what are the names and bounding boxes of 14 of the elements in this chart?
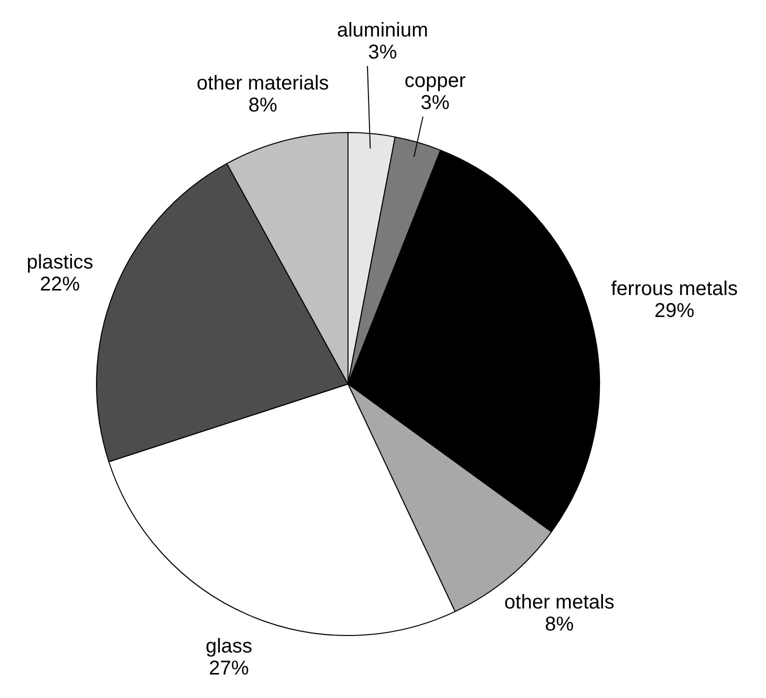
slice-label: other metals bbox=[504, 592, 614, 614]
data-label: 29% bbox=[654, 300, 695, 322]
data-label: 3% bbox=[368, 42, 398, 64]
data-label: 8% bbox=[544, 614, 574, 636]
data-label: 3% bbox=[420, 92, 450, 114]
slice-label: other materials bbox=[196, 72, 329, 94]
slice-label: glass bbox=[206, 635, 252, 658]
slice-label: plastics bbox=[26, 252, 94, 274]
data-label: 22% bbox=[40, 274, 80, 296]
slice-label: ferrous metals bbox=[611, 278, 738, 300]
data-label: 8% bbox=[248, 94, 278, 116]
data-label: 27% bbox=[208, 657, 250, 680]
slice-label: aluminium bbox=[336, 20, 428, 42]
slice-label: copper bbox=[404, 70, 466, 92]
